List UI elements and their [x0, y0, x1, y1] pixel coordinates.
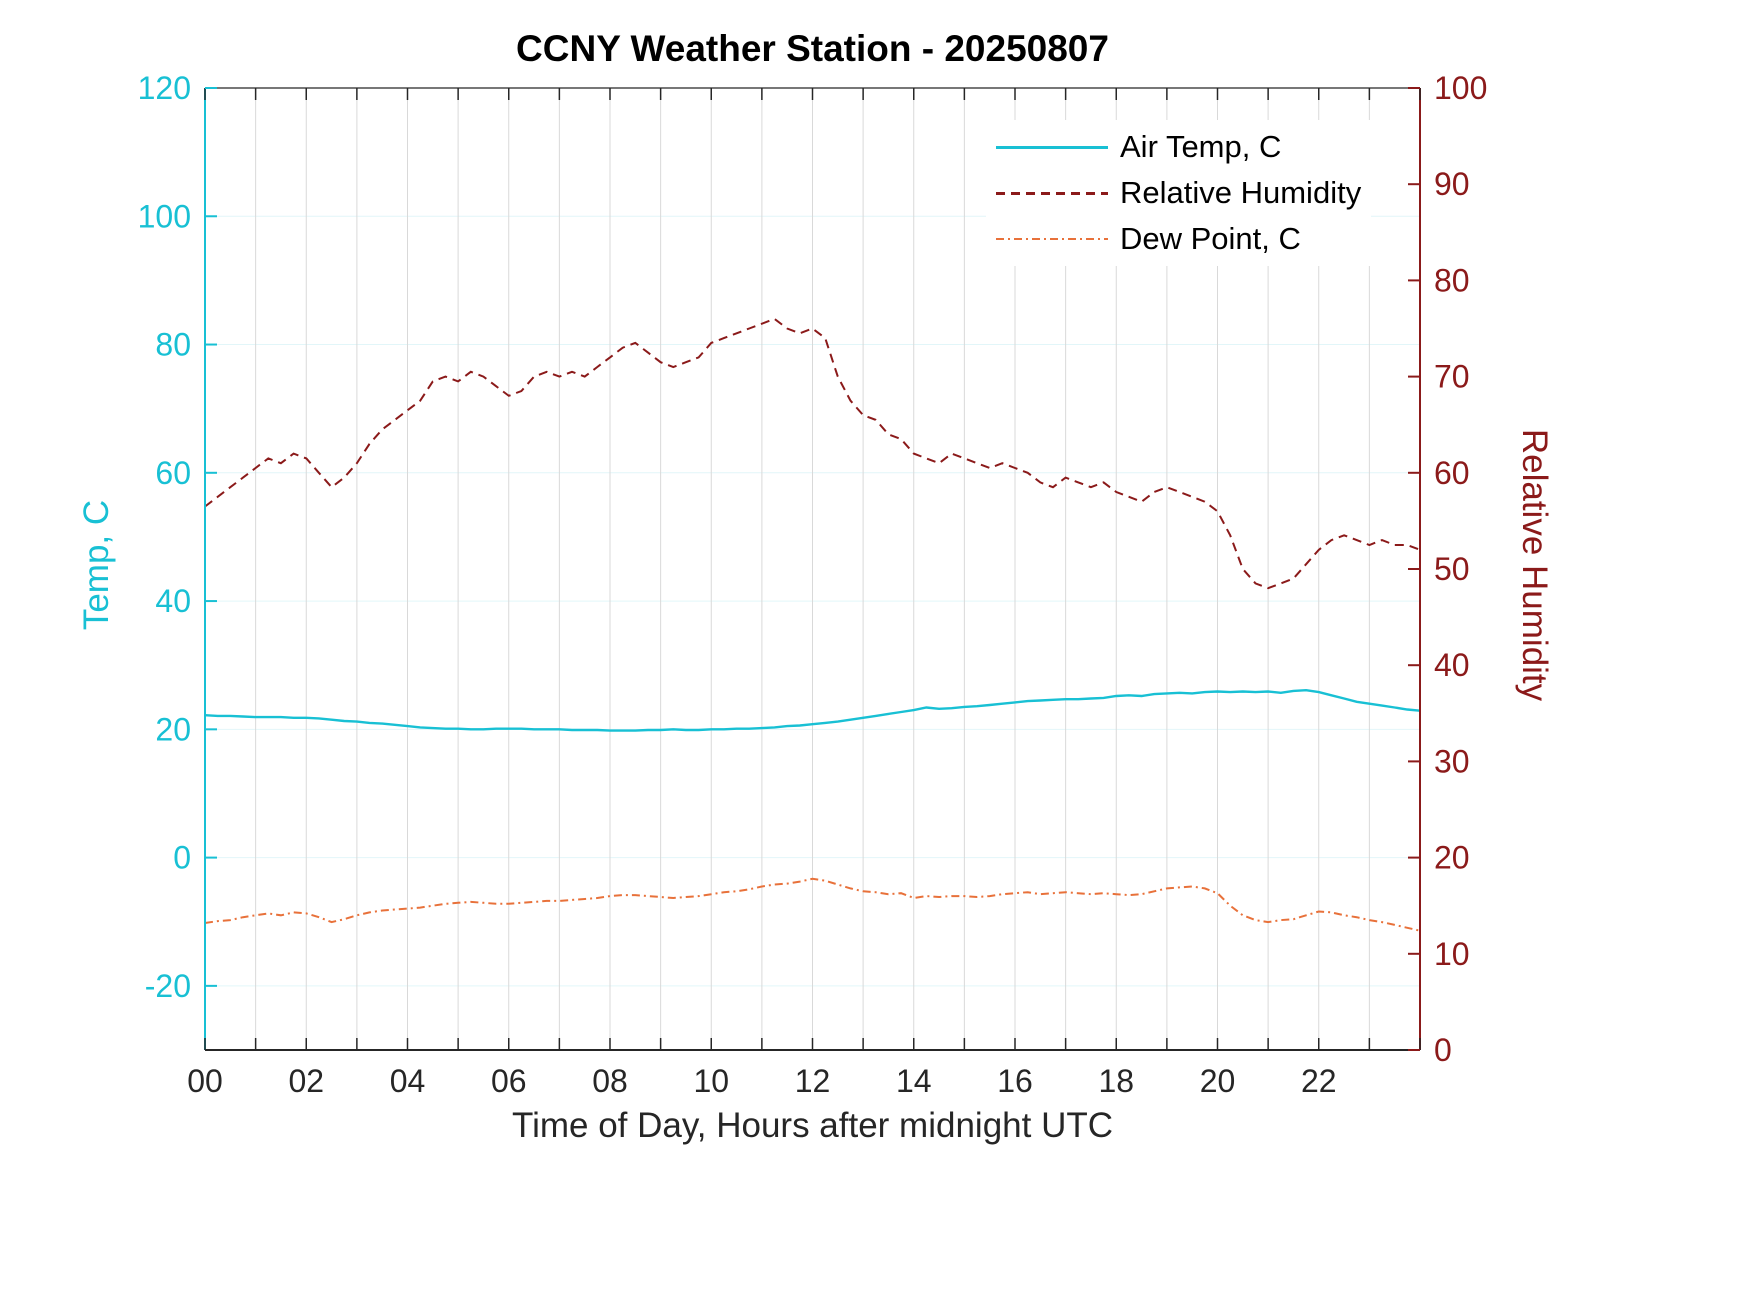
right-tick-label: 0	[1434, 1032, 1452, 1068]
x-tick-label: 22	[1301, 1063, 1337, 1099]
x-tick-label: 12	[795, 1063, 831, 1099]
right-tick-label: 100	[1434, 70, 1487, 106]
right-tick-label: 90	[1434, 166, 1470, 202]
legend-line-relative-humidity	[996, 191, 1108, 195]
series-air-temp-c-line	[204, 688, 1421, 732]
series-dew-point-c-line	[204, 877, 1421, 932]
left-tick-label: 100	[138, 198, 191, 234]
left-tick-label: 20	[155, 711, 191, 747]
right-tick-label: 10	[1434, 936, 1470, 972]
legend-label-dew-point: Dew Point, C	[1120, 221, 1301, 256]
right-tick-label: 30	[1434, 743, 1470, 779]
right-tick-label: 40	[1434, 647, 1470, 683]
left-tick-label: 120	[138, 70, 191, 106]
x-tick-label: 20	[1200, 1063, 1236, 1099]
x-tick-label: 02	[288, 1063, 324, 1099]
legend-label-air-temp: Air Temp, C	[1120, 129, 1282, 164]
left-tick-label: 80	[155, 327, 191, 363]
x-axis-label: Time of Day, Hours after midnight UTC	[512, 1106, 1113, 1145]
left-axis-label: Temp, C	[77, 499, 116, 631]
right-axis-label: Relative Humidity	[1515, 428, 1554, 702]
x-tick-label: 16	[997, 1063, 1033, 1099]
legend: Air Temp, C Relative Humidity Dew Point,…	[986, 120, 1372, 266]
legend-item-air-temp: Air Temp, C	[996, 124, 1361, 170]
x-tick-label: 10	[693, 1063, 729, 1099]
x-tick-label: 08	[592, 1063, 628, 1099]
x-tick-label: 04	[390, 1063, 426, 1099]
left-tick-label: 0	[173, 840, 191, 876]
x-tick-label: 06	[491, 1063, 527, 1099]
chart-title: CCNY Weather Station - 20250807	[516, 28, 1109, 69]
left-tick-label: 60	[155, 455, 191, 491]
legend-label-relative-humidity: Relative Humidity	[1120, 175, 1362, 210]
x-tick-label: 18	[1098, 1063, 1134, 1099]
x-tick-label: 00	[187, 1063, 223, 1099]
right-tick-label: 80	[1434, 262, 1470, 298]
legend-item-relative-humidity: Relative Humidity	[996, 170, 1361, 216]
right-tick-label: 60	[1434, 455, 1470, 491]
left-tick-label: 40	[155, 583, 191, 619]
legend-line-air-temp	[996, 145, 1108, 149]
right-tick-label: 20	[1434, 840, 1470, 876]
x-tick-label: 14	[896, 1063, 932, 1099]
right-tick-label: 70	[1434, 359, 1470, 395]
legend-line-dew-point	[996, 238, 1108, 240]
legend-item-dew-point: Dew Point, C	[996, 216, 1361, 262]
left-tick-label: -20	[145, 968, 191, 1004]
right-tick-label: 50	[1434, 551, 1470, 587]
